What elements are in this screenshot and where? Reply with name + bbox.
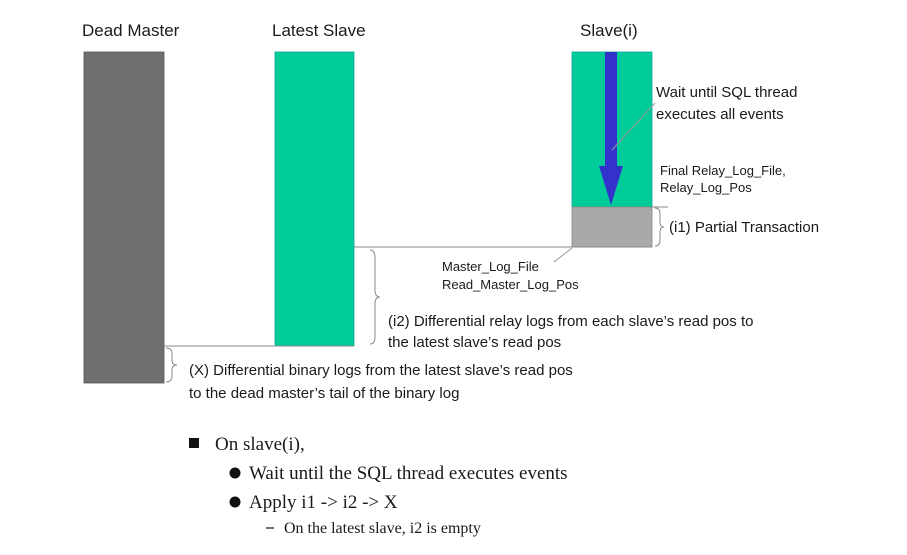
partial-transaction-block: [571, 206, 653, 248]
x-brace: [165, 347, 178, 383]
x-label-line2: to the dead master’s tail of the binary …: [189, 385, 459, 402]
partial-transaction-label: (i1) Partial Transaction: [669, 219, 819, 236]
read-master-log-pos-label: Read_Master_Log_Pos: [442, 277, 579, 292]
sql-thread-arrow-head: [599, 166, 623, 205]
square-bullet-icon: [189, 438, 199, 448]
wait-sql-line1: Wait until SQL thread: [656, 84, 797, 101]
final-relay-line1: Final Relay_Log_File,: [660, 163, 786, 178]
bullet-item-2: Apply i1 -> i2 -> X: [249, 492, 398, 513]
bullet-heading: On slave(i),: [215, 434, 305, 455]
dead-master-bar: [83, 51, 165, 384]
master-log-file-label: Master_Log_File: [442, 259, 539, 274]
i2-label-line1: (i2) Differential relay logs from each s…: [388, 313, 753, 330]
latest-slave-bar: [274, 51, 355, 347]
master-log-leader: [553, 247, 573, 263]
latest-slave-title: Latest Slave: [272, 21, 366, 40]
i2-brace: [369, 249, 381, 345]
sql-thread-arrow-shaft: [605, 52, 617, 170]
circle-bullet-icon: [229, 496, 241, 508]
final-relay-line2: Relay_Log_Pos: [660, 180, 752, 195]
x-label-line1: (X) Differential binary logs from the la…: [189, 362, 573, 379]
slave-i-title: Slave(i): [580, 21, 638, 40]
partial-transaction-brace: [654, 207, 665, 247]
circle-bullet-icon: [229, 467, 241, 479]
wait-callout-leader: [611, 102, 656, 151]
wait-sql-line2: executes all events: [656, 106, 784, 123]
i2-label-line2: the latest slave’s read pos: [388, 334, 561, 351]
bullet-item-1: Wait until the SQL thread executes event…: [249, 463, 568, 484]
dead-master-title: Dead Master: [82, 21, 180, 40]
bullet-sub-item-1: On the latest slave, i2 is empty: [284, 520, 481, 537]
